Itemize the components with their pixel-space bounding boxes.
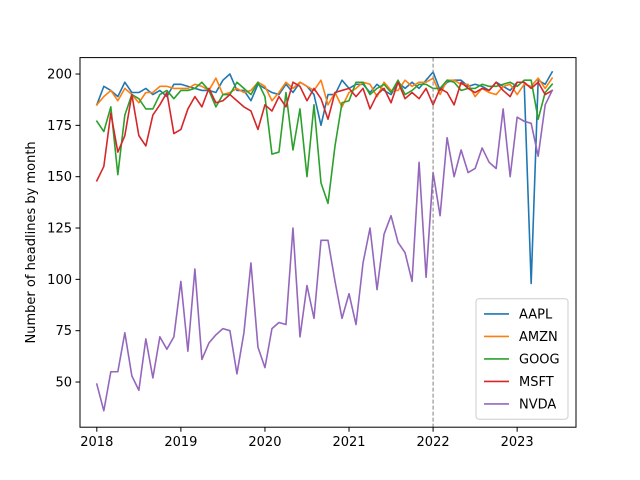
y-axis: 50 75 100 125 150 175 200 <box>47 68 80 391</box>
series-line-msft <box>95 81 554 182</box>
y-tick-label: 175 <box>47 119 72 134</box>
legend-label-msft: MSFT <box>519 375 554 390</box>
x-tick-label: 2019 <box>164 435 197 450</box>
series-line-amzn <box>95 77 554 108</box>
x-tick-label: 2023 <box>501 435 534 450</box>
series-line-nvda <box>95 89 554 412</box>
y-axis-label: Number of headlines by month <box>24 141 39 343</box>
x-tick-label: 2018 <box>80 435 113 450</box>
x-axis: 2018 2019 2020 2021 2022 2023 <box>80 427 534 450</box>
legend-label-amzn: AMZN <box>519 330 558 345</box>
series-lines <box>95 70 554 412</box>
x-tick-label: 2022 <box>417 435 450 450</box>
y-tick-label: 75 <box>55 324 72 339</box>
legend-label-aapl: AAPL <box>519 307 553 322</box>
y-tick-label: 50 <box>55 376 72 391</box>
series-line-goog <box>95 79 554 205</box>
x-tick-label: 2020 <box>248 435 281 450</box>
y-tick-label: 100 <box>47 273 72 288</box>
y-tick-label: 200 <box>47 68 72 83</box>
plot-frame <box>79 57 577 428</box>
y-tick-label: 150 <box>47 170 72 185</box>
y-tick-label: 125 <box>47 222 72 237</box>
legend-box <box>475 298 569 420</box>
legend-label-nvda: NVDA <box>519 397 556 412</box>
legend: AAPL AMZN GOOG MSFT NVDA <box>475 298 569 420</box>
x-tick-label: 2021 <box>332 435 365 450</box>
legend-label-goog: GOOG <box>519 352 560 367</box>
